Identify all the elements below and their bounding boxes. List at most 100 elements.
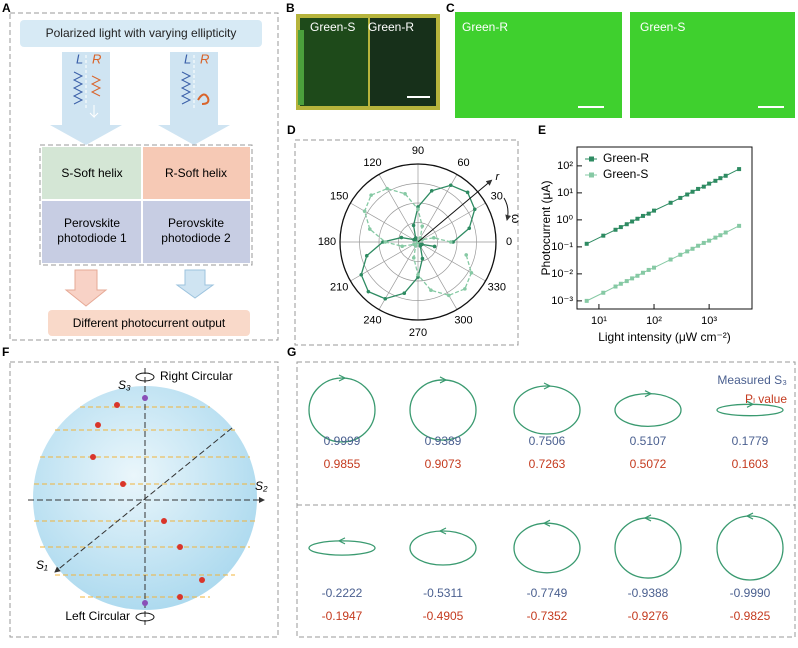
data-point	[432, 244, 437, 249]
legend-marker	[589, 172, 594, 178]
data-point	[646, 211, 651, 216]
s3-value: -0.9990	[730, 586, 771, 600]
micrograph-region	[370, 18, 436, 106]
y-tick-label: 10⁰	[556, 214, 573, 226]
polarization-ellipse	[409, 379, 477, 441]
x-tick-label: 10¹	[591, 315, 607, 327]
image-label: Green-S	[640, 20, 685, 34]
data-point	[737, 167, 742, 172]
polarization-ellipse	[614, 393, 682, 427]
spoke	[417, 241, 486, 282]
line: Perovskite	[64, 216, 120, 230]
cell-text: S-Soft helix	[61, 166, 122, 180]
panel-label: A	[2, 1, 11, 15]
block-arrow	[158, 52, 230, 145]
s1-axis	[54, 427, 233, 573]
cell	[142, 147, 250, 200]
panel-label: E	[538, 123, 546, 137]
data-point	[411, 256, 416, 260]
data-point	[416, 272, 420, 277]
rotation-arrow	[438, 527, 447, 535]
data-point	[383, 296, 388, 301]
spoke	[350, 202, 419, 243]
panel-label: B	[286, 1, 295, 15]
spoke	[417, 241, 458, 310]
polarization-ellipse	[308, 540, 376, 556]
theta-tick-label: 120	[363, 157, 381, 169]
pole-label: Right Circular	[160, 369, 233, 383]
axis-label: S₃	[118, 378, 131, 392]
rotation-arrow	[745, 512, 754, 520]
data-point	[737, 223, 742, 228]
theta-tick-label: 300	[454, 315, 472, 327]
rotation-arrow	[338, 374, 347, 382]
rotation-arrow	[337, 537, 346, 545]
data-point	[432, 235, 436, 240]
rotation-arrow	[439, 376, 448, 384]
panel-f-frame	[9, 361, 279, 638]
source-box	[20, 20, 262, 47]
panel-g-frame	[296, 361, 796, 638]
data-point	[465, 190, 470, 195]
polarization-ellipse	[513, 385, 581, 435]
spoke	[378, 174, 419, 243]
polarization-ellipse	[716, 403, 784, 417]
block-arrow	[64, 269, 108, 307]
legend-text: Measured S₃	[717, 373, 787, 387]
data-point	[718, 176, 723, 181]
pole-marker	[135, 372, 155, 382]
y-axis-label: Photocurrent (μA)	[539, 181, 553, 276]
data-point	[696, 243, 701, 248]
panel-a-frame	[9, 12, 279, 341]
data-point	[429, 288, 433, 293]
polarization-ellipse	[513, 522, 581, 574]
pole-point	[142, 600, 148, 606]
polarization-ellipse	[716, 515, 784, 581]
s3-value: -0.7749	[527, 586, 568, 600]
data-point	[400, 244, 404, 249]
theta-tick-label: 90	[412, 145, 424, 157]
blocked-arrow	[197, 93, 210, 105]
s3-value: 0.1779	[732, 434, 769, 448]
theta-tick-label: 150	[330, 190, 348, 202]
data-point	[413, 244, 418, 248]
data-point	[367, 227, 372, 231]
pl-value: 0.5072	[630, 457, 667, 471]
line: photodiode 2	[161, 231, 231, 245]
image-label: Green-R	[462, 20, 508, 34]
polar-chart: 0 30 60 90 120 150 180 210 240 270 300 330 r ω	[318, 145, 523, 339]
data-point	[630, 276, 635, 281]
theta-tick-label: 240	[363, 315, 381, 327]
pole-label: Left Circular	[65, 609, 130, 623]
data-point	[723, 173, 728, 178]
data-point	[448, 183, 453, 188]
helix-label: L	[184, 51, 191, 66]
data-point	[472, 207, 477, 212]
gap	[622, 12, 630, 118]
data-point	[707, 238, 712, 243]
x-axis-label: Light intensity (μW cm⁻²)	[598, 330, 731, 344]
helix	[72, 71, 84, 105]
polarization-ellipse	[614, 517, 682, 579]
s3-value: 0.5107	[630, 434, 667, 448]
cell-text: R-Soft helix	[165, 166, 227, 180]
data-point	[713, 235, 718, 240]
axis-label: S₁	[36, 558, 48, 572]
s3-value: 0.9999	[324, 434, 361, 448]
data-point	[690, 246, 695, 251]
s3-value: 0.9389	[425, 434, 462, 448]
source-text: Polarized light with varying ellipticity	[46, 26, 237, 40]
line: photodiode 1	[57, 231, 127, 245]
pl-value: 0.1603	[732, 457, 769, 471]
helix-label: R	[92, 51, 101, 66]
pl-value: 0.7263	[529, 457, 566, 471]
pl-value: 0.9855	[324, 457, 361, 471]
data-point	[718, 233, 723, 238]
data-point	[448, 240, 453, 244]
axis-label: S₂	[255, 479, 268, 493]
data-point	[678, 252, 683, 257]
block-arrow	[175, 269, 215, 299]
r-arrow	[417, 179, 493, 243]
